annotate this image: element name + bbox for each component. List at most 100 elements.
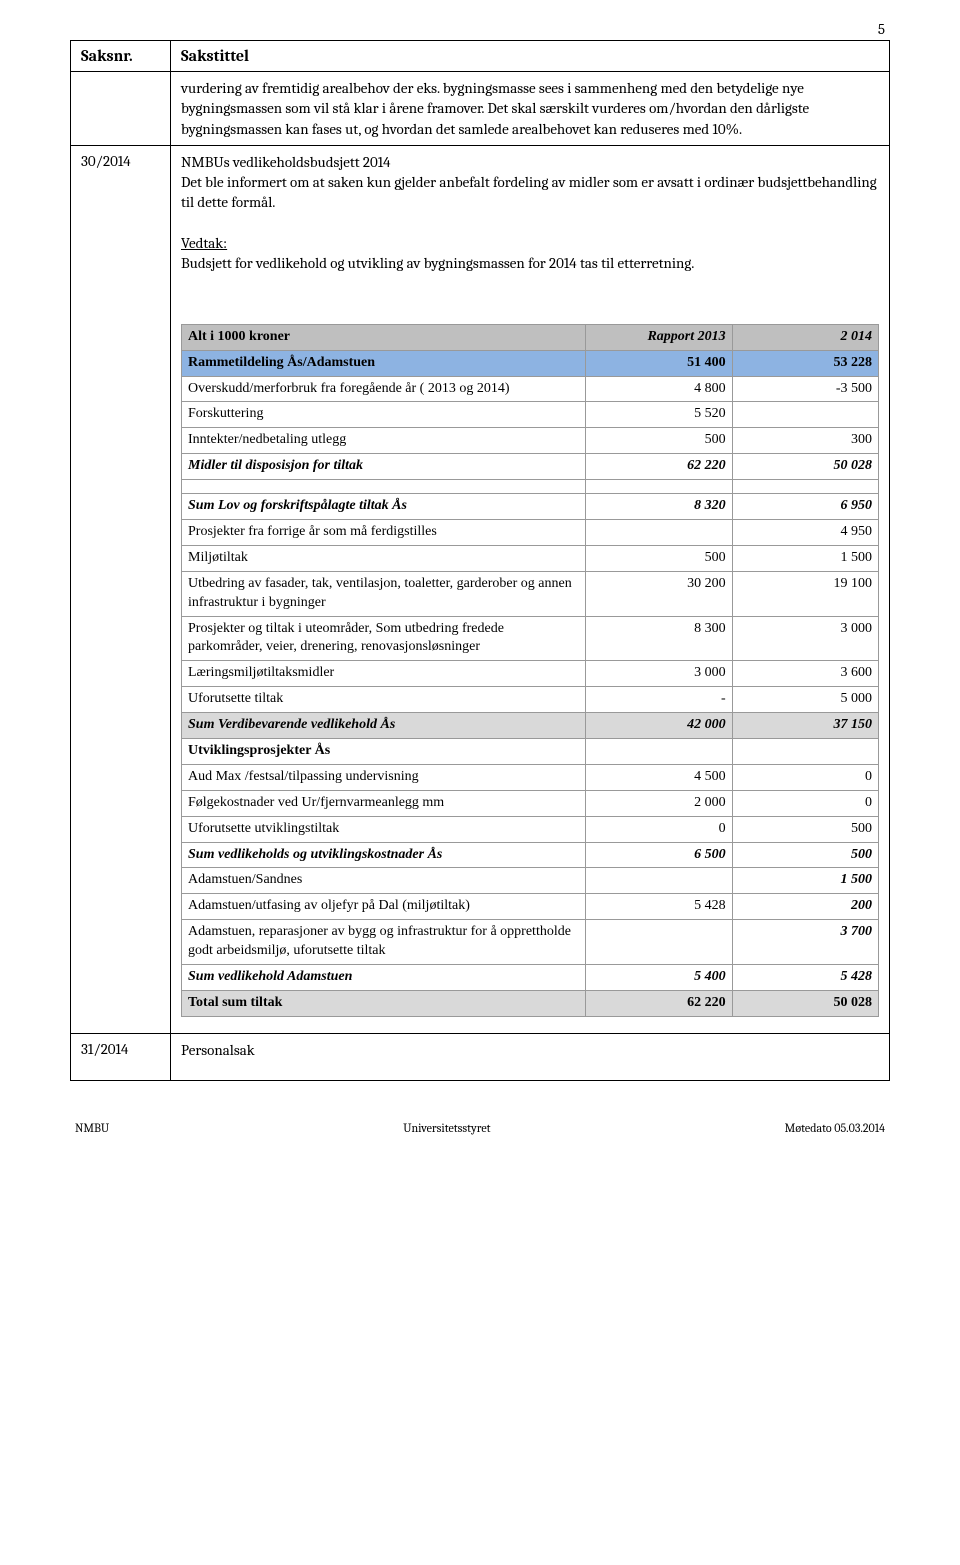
c: Uforutsette tiltak <box>182 687 586 713</box>
spacer <box>182 480 879 494</box>
page-number: 5 <box>878 20 885 38</box>
row-30-body: NMBUs vedlikeholdsbudsjett 2014 Det ble … <box>171 145 890 1033</box>
bt-r4: Inntekter/nedbetaling utlegg500300 <box>182 428 879 454</box>
c <box>732 402 878 428</box>
bt-r8: Miljøtiltak5001 500 <box>182 545 879 571</box>
bt-r13: Sum Verdibevarende vedlikehold Ås42 0003… <box>182 713 879 739</box>
c: 3 000 <box>732 616 878 661</box>
c: Sum Verdibevarende vedlikehold Ås <box>182 713 586 739</box>
c: - <box>586 687 732 713</box>
row-31-title: Personalsak <box>171 1033 890 1080</box>
bt-header: Alt i 1000 kroner Rapport 2013 2 014 <box>182 324 879 350</box>
c: Sum Lov og forskriftspålagte tiltak Ås <box>182 494 586 520</box>
header-saksnr: Saksnr. <box>71 41 171 72</box>
c <box>586 868 732 894</box>
row-31-saksnr: 31/2014 <box>71 1033 171 1080</box>
c <box>732 739 878 765</box>
c: Aud Max /festsal/tilpassing undervisning <box>182 764 586 790</box>
c: Miljøtiltak <box>182 545 586 571</box>
bt-r11: Læringsmiljøtiltaksmidler3 0003 600 <box>182 661 879 687</box>
c: Adamstuen, reparasjoner av bygg og infra… <box>182 920 586 965</box>
c: 19 100 <box>732 571 878 616</box>
c: 30 200 <box>586 571 732 616</box>
row-31: 31/2014 Personalsak <box>71 1033 890 1080</box>
c: Prosjekter og tiltak i uteområder, Som u… <box>182 616 586 661</box>
c: Uforutsette utviklingstiltak <box>182 816 586 842</box>
row-30: 30/2014 NMBUs vedlikeholdsbudsjett 2014 … <box>71 145 890 1033</box>
c: Følgekostnader ved Ur/fjernvarmeanlegg m… <box>182 790 586 816</box>
c: Inntekter/nedbetaling utlegg <box>182 428 586 454</box>
row-30-title: NMBUs vedlikeholdsbudsjett 2014 <box>181 152 879 172</box>
c: 6 500 <box>586 842 732 868</box>
footer: NMBU Universitetsstyret Møtedato 05.03.2… <box>70 1121 890 1135</box>
c: 300 <box>732 428 878 454</box>
c: 0 <box>732 764 878 790</box>
c: 3 600 <box>732 661 878 687</box>
c: -3 500 <box>732 376 878 402</box>
c: 3 000 <box>586 661 732 687</box>
c: Læringsmiljøtiltaksmidler <box>182 661 586 687</box>
footer-center: Universitetsstyret <box>403 1121 490 1135</box>
c: 5 428 <box>732 965 878 991</box>
bt-r22: Sum vedlikehold Adamstuen5 4005 428 <box>182 965 879 991</box>
c: Utbedring av fasader, tak, ventilasjon, … <box>182 571 586 616</box>
c: Overskudd/merforbruk fra foregående år (… <box>182 376 586 402</box>
bt-r1: Rammetildeling Ås/Adamstuen51 40053 228 <box>182 350 879 376</box>
c: Adamstuen/utfasing av oljefyr på Dal (mi… <box>182 894 586 920</box>
bt-r6: Sum Lov og forskriftspålagte tiltak Ås8 … <box>182 494 879 520</box>
row-continuation: vurdering av fremtidig arealbehov der ek… <box>71 72 890 146</box>
bt-r3: Forskuttering5 520 <box>182 402 879 428</box>
row-30-saksnr: 30/2014 <box>71 145 171 1033</box>
bt-r12: Uforutsette tiltak-5 000 <box>182 687 879 713</box>
footer-left: NMBU <box>75 1121 109 1135</box>
c: Midler til disposisjon for tiltak <box>182 454 586 480</box>
c: 500 <box>732 842 878 868</box>
footer-right: Møtedato 05.03.2014 <box>785 1121 885 1135</box>
c: Utviklingsprosjekter Ås <box>182 739 586 765</box>
bt-r9: Utbedring av fasader, tak, ventilasjon, … <box>182 571 879 616</box>
c: Sum vedlikehold Adamstuen <box>182 965 586 991</box>
c: 3 700 <box>732 920 878 965</box>
bt-r2: Overskudd/merforbruk fra foregående år (… <box>182 376 879 402</box>
bt-r23: Total sum tiltak62 22050 028 <box>182 990 879 1016</box>
c: 500 <box>586 545 732 571</box>
bt-r20: Adamstuen/utfasing av oljefyr på Dal (mi… <box>182 894 879 920</box>
bt-h3: 2 014 <box>732 324 878 350</box>
c: Sum vedlikeholds og utviklingskostnader … <box>182 842 586 868</box>
c: 5 000 <box>732 687 878 713</box>
bt-r16: Følgekostnader ved Ur/fjernvarmeanlegg m… <box>182 790 879 816</box>
vedtak-label: Vedtak: <box>181 234 227 252</box>
c: 4 800 <box>586 376 732 402</box>
bt-r5: Midler til disposisjon for tiltak62 2205… <box>182 454 879 480</box>
c: 1 500 <box>732 545 878 571</box>
c: 5 400 <box>586 965 732 991</box>
bt-r18: Sum vedlikeholds og utviklingskostnader … <box>182 842 879 868</box>
c: 8 320 <box>586 494 732 520</box>
c: 53 228 <box>732 350 878 376</box>
c: Prosjekter fra forrige år som må ferdigs… <box>182 519 586 545</box>
budget-table: Alt i 1000 kroner Rapport 2013 2 014 Ram… <box>181 324 879 1017</box>
c: 4 950 <box>732 519 878 545</box>
bt-r21: Adamstuen, reparasjoner av bygg og infra… <box>182 920 879 965</box>
c: Forskuttering <box>182 402 586 428</box>
c: 6 950 <box>732 494 878 520</box>
bt-r17: Uforutsette utviklingstiltak0500 <box>182 816 879 842</box>
c: 4 500 <box>586 764 732 790</box>
c: 5 428 <box>586 894 732 920</box>
c: Rammetildeling Ås/Adamstuen <box>182 350 586 376</box>
header-row: Saksnr. Sakstittel <box>71 41 890 72</box>
c: 51 400 <box>586 350 732 376</box>
c <box>586 920 732 965</box>
c: 5 520 <box>586 402 732 428</box>
header-sakstittel: Sakstittel <box>171 41 890 72</box>
c: 62 220 <box>586 454 732 480</box>
c: Total sum tiltak <box>182 990 586 1016</box>
bt-h2: Rapport 2013 <box>586 324 732 350</box>
c: 42 000 <box>586 713 732 739</box>
bt-r15: Aud Max /festsal/tilpassing undervisning… <box>182 764 879 790</box>
c <box>586 739 732 765</box>
c: 62 220 <box>586 990 732 1016</box>
cont-text: vurdering av fremtidig arealbehov der ek… <box>171 72 890 146</box>
c: 2 000 <box>586 790 732 816</box>
c: 0 <box>732 790 878 816</box>
